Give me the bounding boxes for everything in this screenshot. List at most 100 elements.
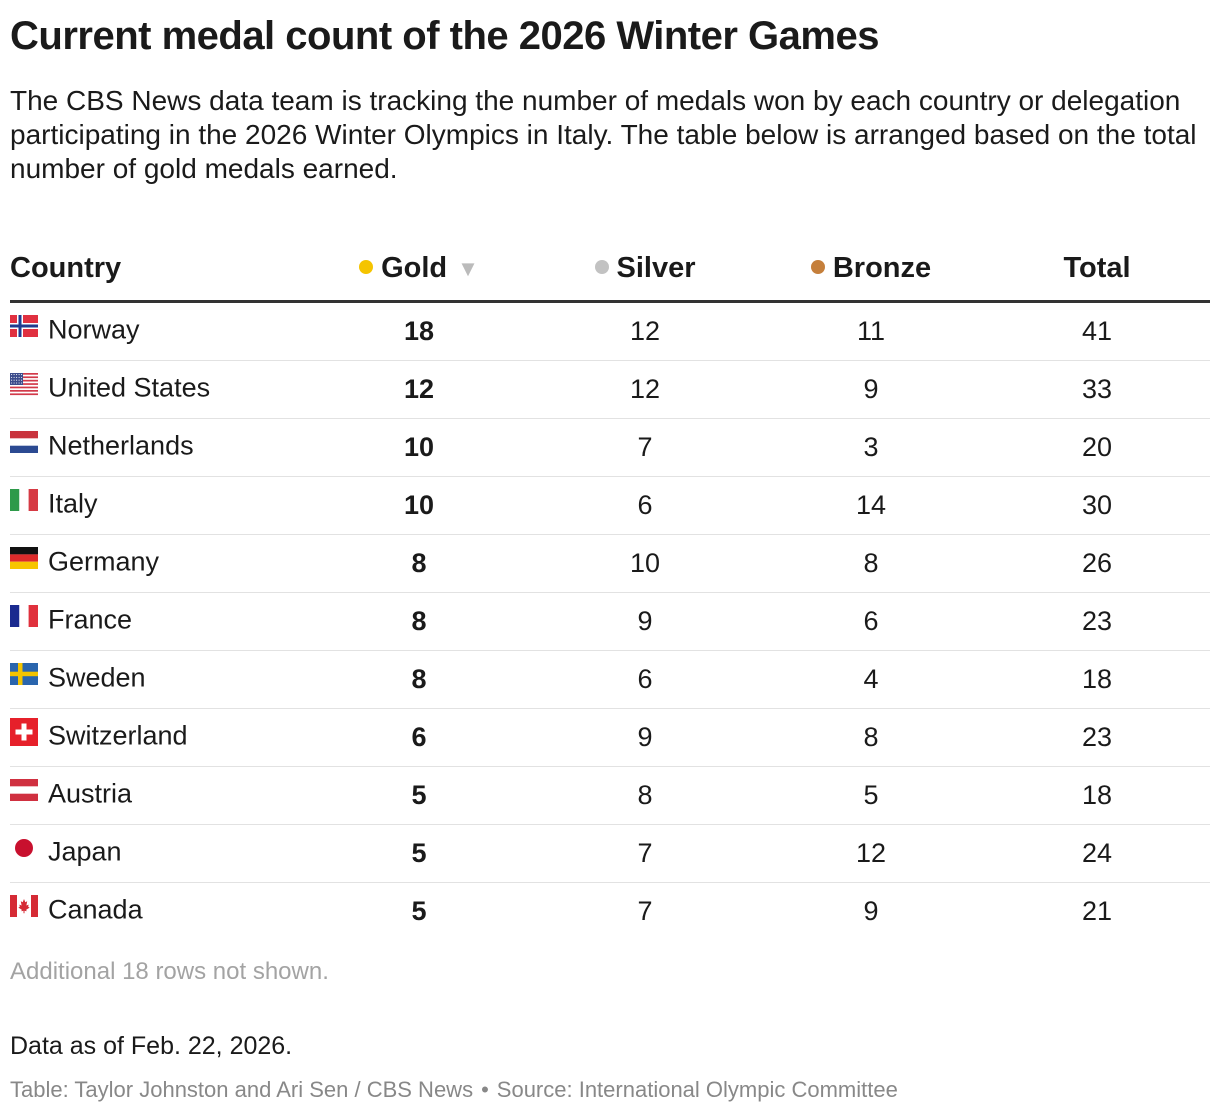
bronze-count-cell: 8 (758, 534, 984, 593)
country-name: Italy (48, 488, 98, 519)
bronze-count-cell: 12 (758, 824, 984, 883)
country-name: Switzerland (48, 720, 188, 751)
table-row: Switzerland 6 9 8 23 (10, 708, 1210, 767)
total-count-cell: 21 (1081, 896, 1113, 926)
data-as-of: Data as of Feb. 22, 2026. (10, 1032, 293, 1060)
country-name: France (48, 604, 133, 635)
country-name: Germany (48, 546, 160, 577)
table-row: Italy 10 6 14 30 (10, 476, 1210, 535)
credit-text: Table: Taylor Johnston and Ari Sen / CBS… (10, 1077, 474, 1102)
country-name: Japan (48, 836, 122, 867)
bronze-count-cell: 3 (758, 418, 984, 477)
gold-count-cell: 10 (306, 476, 532, 535)
gold-count-cell: 5 (411, 896, 427, 926)
canada-flag-icon (10, 892, 38, 927)
gold-count-cell: 12 (306, 360, 532, 419)
silver-count-cell: 12 (532, 301, 758, 361)
italy-flag-icon (10, 486, 38, 521)
country-cell: Japan (10, 824, 306, 883)
country-name: Austria (48, 778, 133, 809)
total-count-cell: 33 (984, 360, 1210, 419)
credit-separator: • (481, 1077, 489, 1102)
silver-count-cell: 7 (637, 896, 653, 926)
column-header-country: Country (10, 236, 306, 303)
silver-count-cell: 10 (532, 534, 758, 593)
total-count-cell: 18 (984, 650, 1210, 709)
table-header-row: Country Gold ▼ Silver Bronze Total (10, 236, 1210, 303)
country-cell: Sweden (10, 650, 306, 709)
total-count-cell: 20 (984, 418, 1210, 477)
gold-dot-icon (359, 259, 374, 274)
total-count-cell: 30 (984, 476, 1210, 535)
table-row: United States 12 12 9 33 (10, 360, 1210, 419)
austria-flag-icon (10, 776, 38, 811)
table-row: Sweden 8 6 4 18 (10, 650, 1210, 709)
total-count-cell: 23 (984, 708, 1210, 767)
silver-count-cell: 6 (532, 650, 758, 709)
country-name: Sweden (48, 662, 146, 693)
bronze-count-cell: 4 (758, 650, 984, 709)
country-cell: Norway (10, 301, 306, 361)
germany-flag-icon (10, 544, 38, 579)
silver-count-cell: 12 (532, 360, 758, 419)
source-text: Source: International Olympic Committee (496, 1077, 898, 1102)
column-header-gold-label: Gold (381, 251, 448, 284)
silver-count-cell: 9 (532, 708, 758, 767)
table-row: Germany 8 10 8 26 (10, 534, 1210, 593)
gold-count-cell: 10 (306, 418, 532, 477)
silver-count-cell: 8 (532, 766, 758, 825)
france-flag-icon (10, 602, 38, 637)
country-cell: Austria (10, 766, 306, 825)
bronze-count-cell: 5 (758, 766, 984, 825)
total-count-cell: 41 (984, 301, 1210, 361)
column-header-total-label: Total (1063, 251, 1131, 284)
table-row: Norway 18 12 11 41 (10, 301, 1210, 361)
total-count-cell: 23 (984, 592, 1210, 651)
total-count-cell: 24 (984, 824, 1210, 883)
silver-count-cell: 7 (532, 824, 758, 883)
country-cell: United States (10, 360, 306, 419)
rows-hidden-note: Additional 18 rows not shown. (10, 958, 329, 985)
gold-count-cell: 5 (306, 766, 532, 825)
bronze-count-cell: 8 (758, 708, 984, 767)
gold-count-cell: 6 (306, 708, 532, 767)
country-name: United States (48, 372, 211, 403)
silver-count-cell: 9 (532, 592, 758, 651)
table-row: France 8 9 6 23 (10, 592, 1210, 651)
country-cell: Netherlands (10, 418, 306, 477)
silver-dot-icon (594, 259, 609, 274)
country-name: Netherlands (48, 430, 194, 461)
gold-count-cell: 8 (306, 650, 532, 709)
column-header-bronze-label: Bronze (832, 251, 932, 284)
country-name: Norway (48, 314, 140, 345)
table-row: Netherlands 10 7 3 20 (10, 418, 1210, 477)
norway-flag-icon (10, 312, 38, 347)
country-cell: Germany (10, 534, 306, 593)
switzerland-flag-icon (10, 718, 38, 753)
column-header-silver[interactable]: Silver (532, 236, 758, 303)
column-header-bronze[interactable]: Bronze (758, 236, 984, 303)
table-row: Canada 5 7 9 21 (10, 883, 1210, 941)
gold-count-cell: 18 (306, 301, 532, 361)
total-count-cell: 18 (984, 766, 1210, 825)
table-row: Japan 5 7 12 24 (10, 824, 1210, 883)
bronze-count-cell: 14 (758, 476, 984, 535)
silver-count-cell: 6 (532, 476, 758, 535)
column-header-total[interactable]: Total (984, 236, 1210, 303)
silver-count-cell: 7 (532, 418, 758, 477)
bronze-count-cell: 9 (863, 896, 879, 926)
medal-table: Country Gold ▼ Silver Bronze Total Norway… (10, 236, 1210, 940)
total-count-cell: 26 (984, 534, 1210, 593)
japan-flag-icon (10, 834, 38, 869)
country-cell: Italy (10, 476, 306, 535)
bronze-count-cell: 9 (758, 360, 984, 419)
usa-flag-icon (10, 370, 38, 405)
column-header-gold[interactable]: Gold ▼ (306, 236, 532, 303)
bronze-count-cell: 6 (758, 592, 984, 651)
country-cell: France (10, 592, 306, 651)
table-row: Austria 5 8 5 18 (10, 766, 1210, 825)
sort-descending-icon: ▼ (457, 255, 479, 281)
page-title: Current medal count of the 2026 Winter G… (10, 14, 879, 58)
country-name: Canada (48, 894, 143, 925)
netherlands-flag-icon (10, 428, 38, 463)
